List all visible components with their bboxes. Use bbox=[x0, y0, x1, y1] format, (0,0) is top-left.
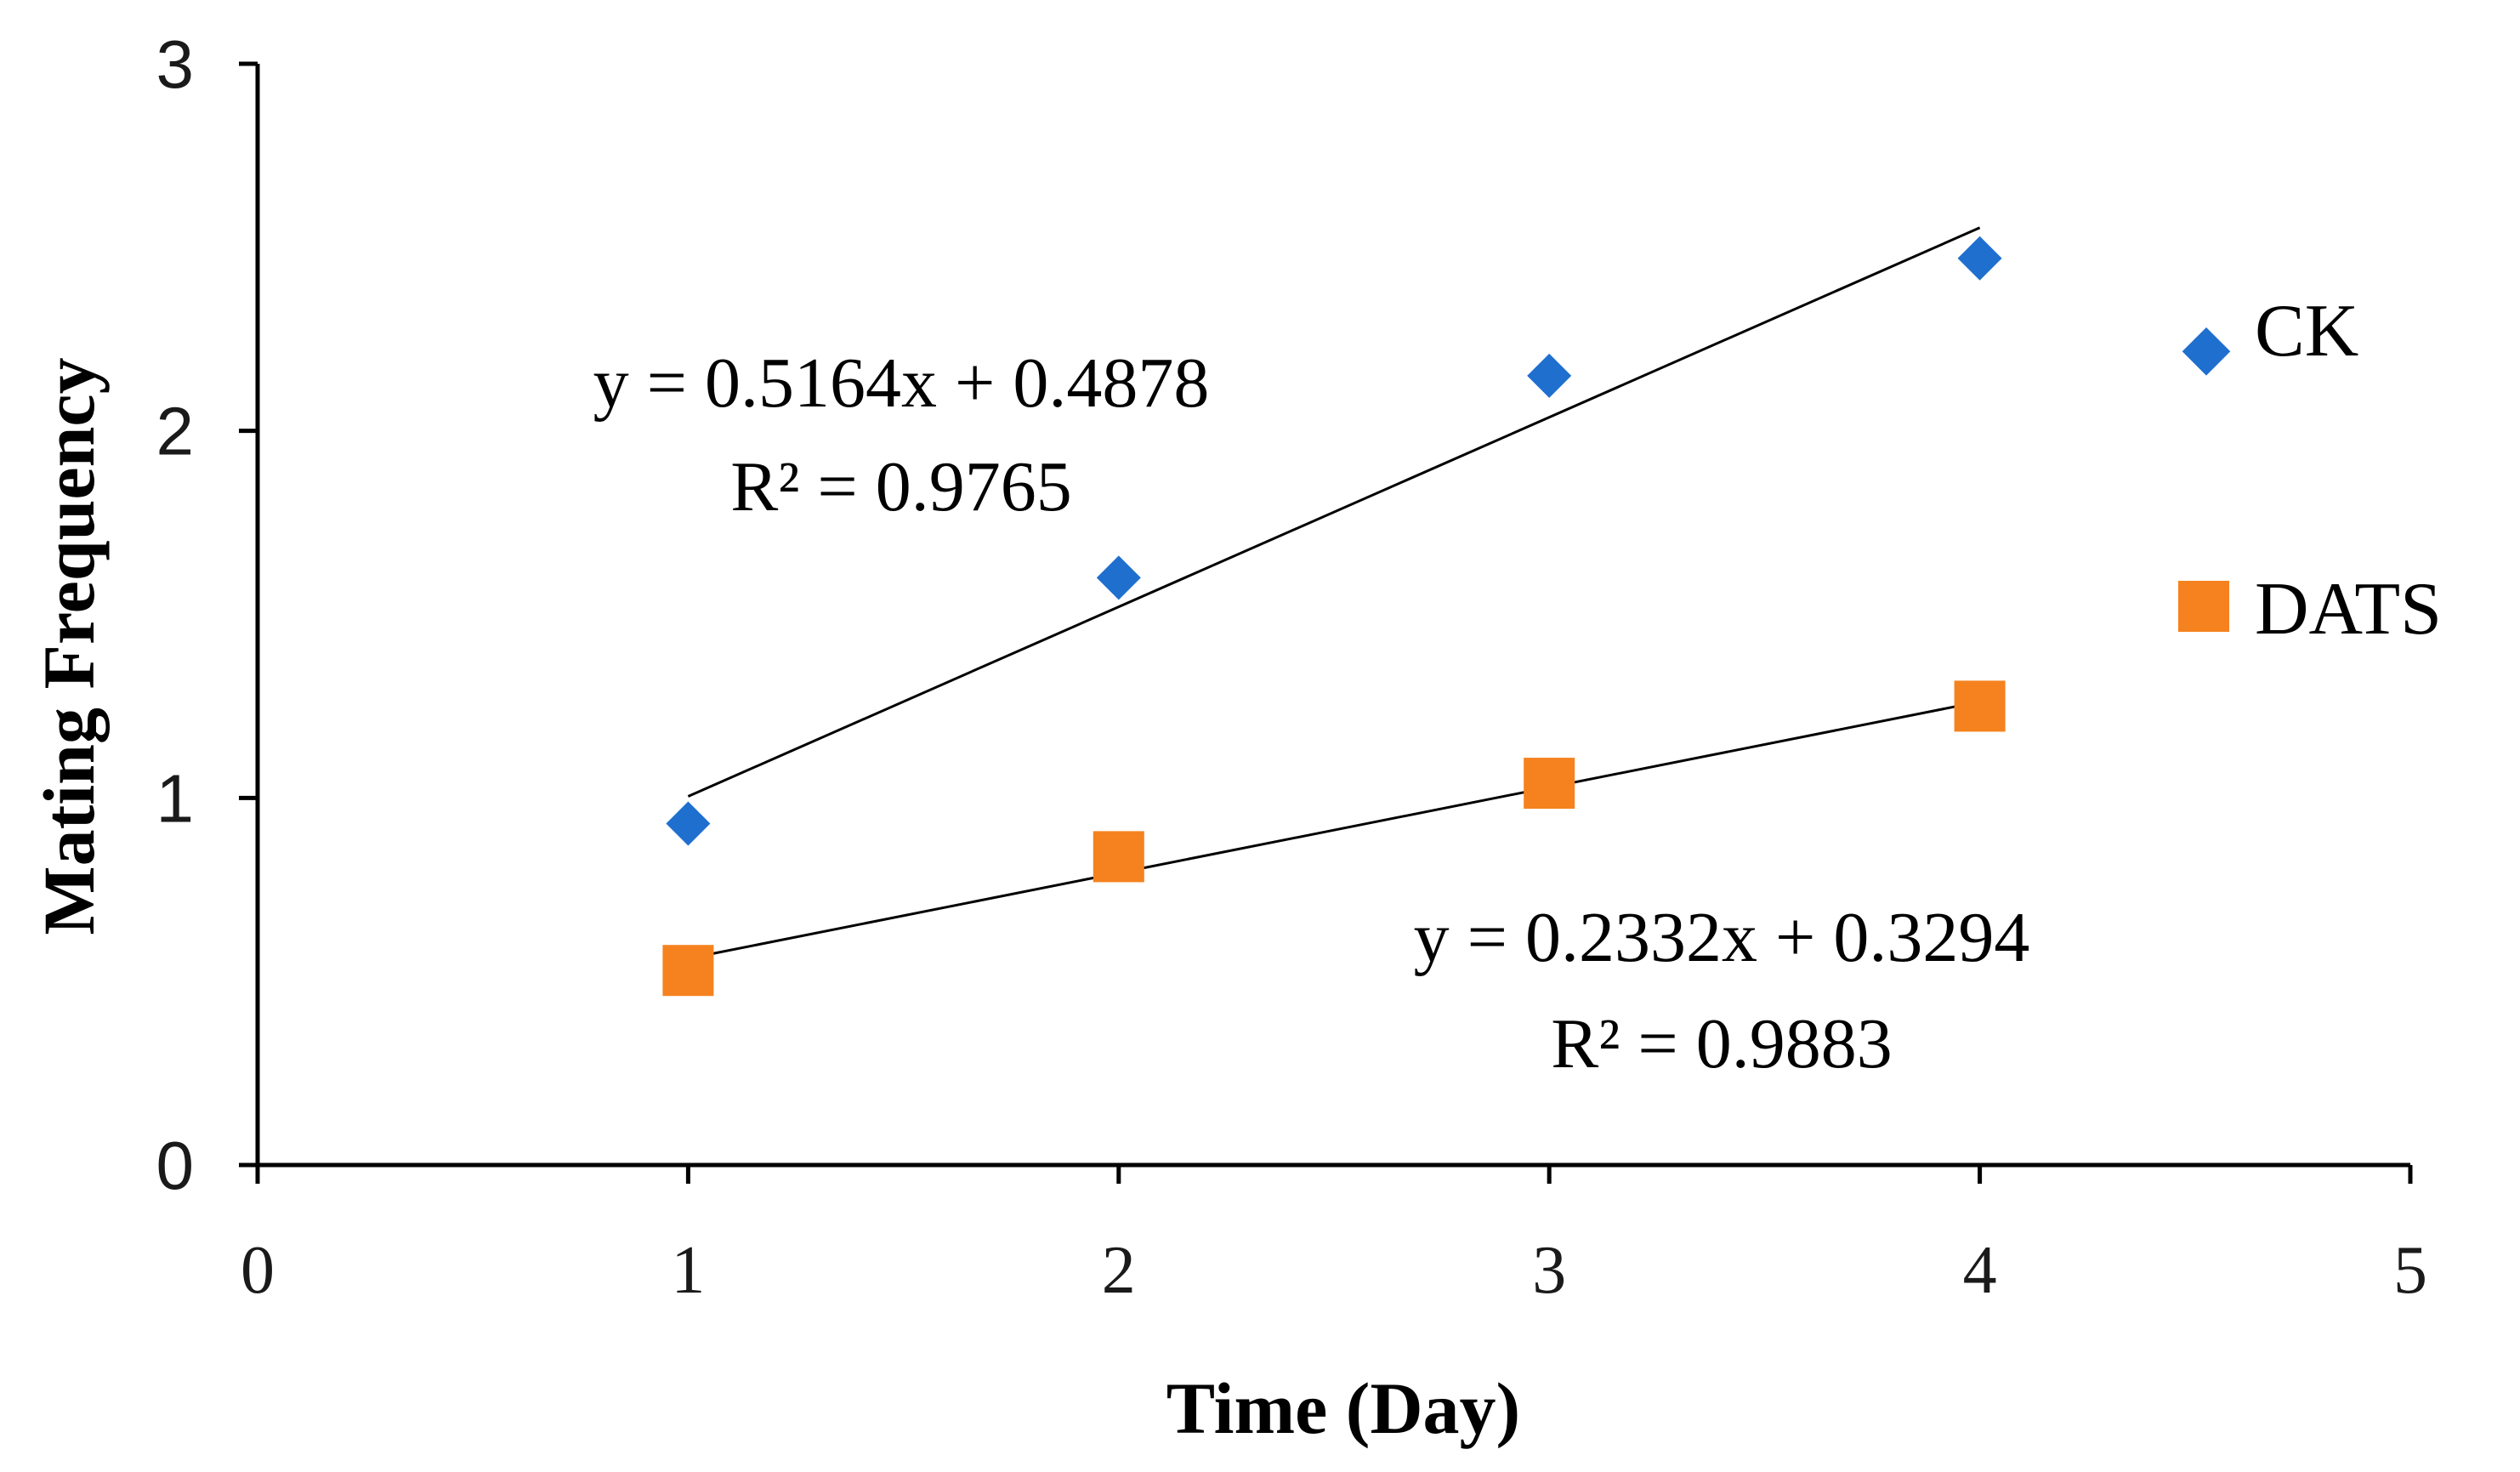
dats-trend-equation: y = 0.2332x + 0.3294 bbox=[1414, 898, 2030, 977]
y-tick-label: 2 bbox=[156, 394, 195, 469]
dats-data-point bbox=[1954, 680, 2006, 732]
ck-data-point bbox=[1957, 236, 2002, 281]
ck-data-point bbox=[666, 801, 711, 846]
x-tick-label: 0 bbox=[241, 1233, 275, 1308]
x-tick-label: 3 bbox=[1532, 1233, 1566, 1308]
dats-data-point bbox=[1093, 831, 1144, 883]
trendlines bbox=[687, 226, 1981, 960]
ck-data-point bbox=[1527, 353, 1572, 398]
axes: 0 1 2 3 4 5 0 1 2 3 bbox=[156, 26, 2428, 1308]
legend-ck-marker bbox=[2182, 327, 2231, 376]
y-tick-label: 0 bbox=[156, 1128, 195, 1203]
legend-dats-label: DATS bbox=[2255, 568, 2442, 651]
x-axis-title: Time (Day) bbox=[1166, 1367, 1520, 1449]
ck-trendline bbox=[687, 226, 1981, 798]
x-tick-label: 2 bbox=[1102, 1233, 1136, 1308]
x-tick-label: 5 bbox=[2393, 1233, 2427, 1308]
y-axis-title: Mating Frequency bbox=[28, 357, 110, 935]
y-tick-label: 3 bbox=[156, 26, 195, 102]
legend: CK DATS bbox=[2178, 290, 2442, 651]
dats-r-squared: R² = 0.9883 bbox=[1551, 1004, 1893, 1083]
legend-ck-label: CK bbox=[2255, 290, 2358, 372]
dats-data-point bbox=[662, 945, 714, 997]
dats-data-point bbox=[1524, 758, 1575, 810]
legend-dats-marker bbox=[2178, 581, 2229, 632]
y-tick-label: 1 bbox=[156, 760, 195, 836]
dats-trendline bbox=[688, 700, 1980, 960]
ck-r-squared: R² = 0.9765 bbox=[730, 447, 1072, 526]
x-tick-label: 4 bbox=[1963, 1233, 1997, 1308]
ck-trend-equation: y = 0.5164x + 0.4878 bbox=[593, 344, 1210, 423]
x-tick-label: 1 bbox=[671, 1233, 705, 1308]
data-points bbox=[662, 236, 2006, 997]
ck-data-point bbox=[1096, 555, 1141, 600]
